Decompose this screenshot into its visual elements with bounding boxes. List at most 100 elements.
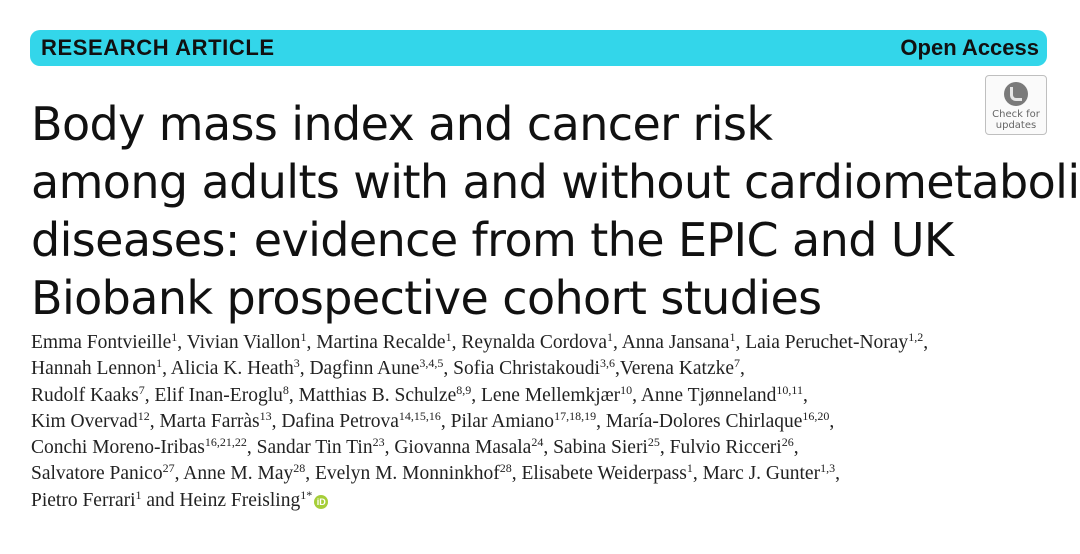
affiliation-superscript[interactable]: 23	[372, 435, 385, 450]
check-for-updates-text: Check for updates	[992, 109, 1040, 131]
affiliation-superscript[interactable]: 16,21,22	[204, 435, 247, 450]
author-line: Conchi Moreno-Iribas16,21,22, Sandar Tin…	[31, 435, 1071, 461]
open-access-label[interactable]: Open Access	[900, 35, 1039, 60]
author: Vivian Viallon1,	[186, 330, 317, 353]
affiliation-superscript[interactable]: 26	[781, 435, 794, 450]
affiliation-superscript[interactable]: 24	[531, 435, 544, 450]
affiliation-superscript[interactable]: 12	[137, 408, 150, 423]
author: Heinz Freisling1* iD	[179, 487, 329, 511]
affiliation-superscript[interactable]: 7	[734, 356, 741, 371]
check-for-updates-button[interactable]: Check for updates	[985, 75, 1047, 135]
affiliation-superscript[interactable]: 10,11	[776, 382, 803, 397]
author-separator: ,	[271, 410, 282, 432]
affiliation-superscript[interactable]: 1,3	[820, 461, 836, 476]
affiliation-superscript[interactable]: 1	[607, 330, 614, 344]
author: María-Dolores Chirlaque16,20,	[605, 408, 834, 432]
author-separator: ,	[443, 358, 454, 380]
author-name[interactable]: Dafina Petrova	[281, 410, 399, 432]
author-name[interactable]: Hannah Lennon	[31, 358, 157, 380]
affiliation-superscript[interactable]: 8	[282, 382, 289, 397]
author: Emma Fontvieille1,	[31, 330, 187, 353]
affiliation-superscript[interactable]: 3,4,5	[419, 356, 444, 371]
author-separator: ,	[614, 358, 620, 380]
author-name[interactable]: Lene Mellemkjær	[480, 384, 621, 406]
author-name[interactable]: Anne Tjønneland	[640, 384, 777, 406]
author: Elisabete Weiderpass1,	[521, 461, 702, 485]
affiliation-superscript[interactable]: 3,6	[599, 356, 615, 371]
author-name[interactable]: Pietro Ferrari	[31, 489, 136, 511]
author-name[interactable]: Rudolf Kaaks	[31, 384, 139, 406]
affiliation-superscript[interactable]: 1,2	[908, 330, 924, 344]
author: Matthias B. Schulze8,9,	[298, 382, 481, 406]
author-name[interactable]: Anne M. May	[183, 463, 294, 485]
affiliation-superscript[interactable]: 1	[445, 330, 452, 344]
affiliation-superscript[interactable]: 27	[162, 461, 175, 476]
author-name[interactable]: Elif Inan-Eroglu	[154, 384, 283, 406]
affiliation-superscript[interactable]: 17,18,19	[554, 408, 597, 423]
affiliation-superscript[interactable]: 28	[293, 461, 306, 476]
author: Martina Recalde1,	[316, 330, 461, 353]
author-name[interactable]: Heinz Freisling	[179, 489, 301, 511]
affiliation-superscript[interactable]: 13	[259, 408, 272, 423]
author-name[interactable]: Vivian Viallon	[186, 332, 301, 353]
author-name[interactable]: Anna Jansana	[621, 332, 730, 353]
author-name[interactable]: Giovanna Masala	[394, 437, 532, 459]
author-name[interactable]: Martina Recalde	[316, 332, 446, 353]
author-name[interactable]: Salvatore Panico	[31, 463, 163, 485]
author-name[interactable]: Sofia Christakoudi	[453, 358, 600, 380]
affiliation-superscript[interactable]: 16,20	[802, 408, 830, 423]
affiliation-superscript[interactable]: 28	[499, 461, 512, 476]
author-separator: ,	[471, 384, 481, 406]
author: Rudolf Kaaks7,	[31, 382, 155, 406]
author-name[interactable]: Reynalda Cordova	[461, 332, 608, 353]
affiliation-superscript[interactable]: 1	[729, 330, 736, 344]
affiliation-superscript[interactable]: 25	[647, 435, 660, 450]
orcid-icon[interactable]: iD	[314, 494, 329, 509]
author: Fulvio Ricceri26,	[669, 435, 799, 459]
affiliation-superscript[interactable]: 1	[686, 461, 693, 476]
author-name[interactable]: Sandar Tin Tin	[256, 437, 373, 459]
author-name[interactable]: Dagfinn Aune	[309, 358, 420, 380]
author-name[interactable]: Verena Katzke	[619, 358, 735, 380]
author-separator: ,	[596, 410, 606, 432]
author-name[interactable]: Alicia K. Heath	[170, 358, 294, 380]
author: Alicia K. Heath3,	[170, 356, 310, 380]
affiliation-superscript[interactable]: 1	[156, 356, 163, 371]
author-name[interactable]: Laia Peruchet-Noray	[745, 332, 909, 353]
author-name[interactable]: Sabina Sieri	[553, 437, 648, 459]
affiliation-superscript[interactable]: 10	[620, 382, 633, 397]
author: Marta Farràs13,	[159, 408, 282, 432]
author-name[interactable]: Conchi Moreno-Iribas	[31, 437, 205, 459]
author: Salvatore Panico27,	[31, 461, 184, 485]
author-separator: ,	[149, 410, 160, 432]
author: Anne M. May28,	[183, 461, 315, 485]
author-name[interactable]: Fulvio Ricceri	[669, 437, 782, 459]
affiliation-superscript[interactable]: 7	[138, 382, 145, 397]
author-separator: ,	[144, 384, 155, 406]
affiliation-superscript[interactable]: 1	[300, 330, 307, 344]
author: Laia Peruchet-Noray1,2,	[745, 330, 928, 353]
affiliation-superscript[interactable]: 14,15,16	[398, 408, 441, 423]
affiliation-superscript[interactable]: 1	[135, 487, 142, 502]
author-line: Hannah Lennon1, Alicia K. Heath3, Dagfin…	[31, 356, 1071, 382]
author-separator: ,	[440, 410, 451, 432]
author-name[interactable]: Emma Fontvieille	[31, 332, 172, 353]
article-type-label: RESEARCH ARTICLE	[41, 35, 275, 60]
author-line: Salvatore Panico27, Anne M. May28, Evely…	[31, 461, 1071, 487]
affiliation-superscript[interactable]: 8,9	[456, 382, 472, 397]
author-separator: ,	[174, 463, 184, 485]
author-name[interactable]: Marc J. Gunter	[702, 463, 821, 485]
author-name[interactable]: Pilar Amiano	[450, 410, 555, 432]
author-name[interactable]: Evelyn M. Monninkhof	[314, 463, 500, 485]
author-name[interactable]: Elisabete Weiderpass	[521, 463, 687, 485]
author-separator: ,	[305, 463, 315, 485]
author-separator: ,	[835, 463, 840, 485]
affiliation-superscript[interactable]: 1*	[300, 487, 313, 502]
author-name[interactable]: Kim Overvad	[31, 410, 138, 432]
author: Verena Katzke7,	[619, 356, 745, 380]
author-name[interactable]: María-Dolores Chirlaque	[605, 410, 803, 432]
author-name[interactable]: Matthias B. Schulze	[298, 384, 457, 406]
affiliation-superscript[interactable]: 1	[171, 330, 178, 344]
affiliation-superscript[interactable]: 3	[293, 356, 300, 371]
author-name[interactable]: Marta Farràs	[159, 410, 260, 432]
